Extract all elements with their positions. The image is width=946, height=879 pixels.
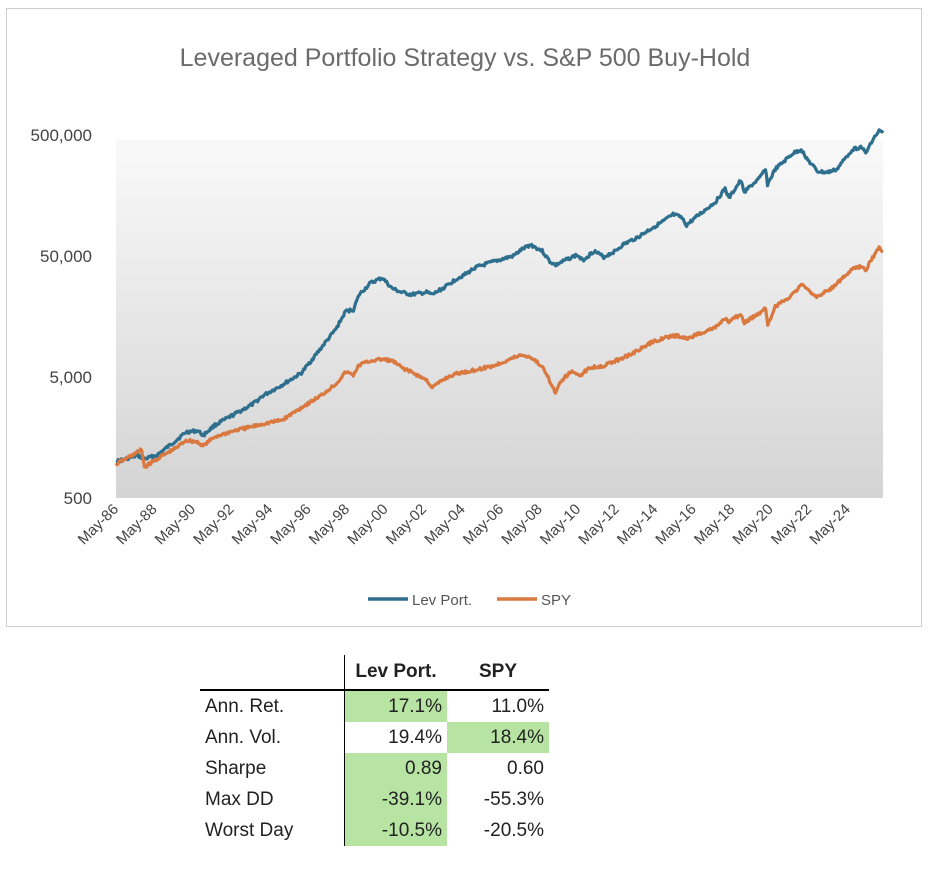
x-tick-label: May-88 bbox=[113, 501, 160, 548]
y-tick-label: 500 bbox=[64, 489, 92, 508]
cell-lev-port: 19.4% bbox=[344, 722, 447, 753]
y-tick-label: 5,000 bbox=[49, 368, 92, 387]
table-row: Worst Day -10.5% -20.5% bbox=[200, 815, 549, 846]
table-header-empty bbox=[200, 655, 345, 690]
row-label: Sharpe bbox=[205, 757, 267, 779]
x-tick-label: May-18 bbox=[691, 501, 738, 548]
cell-lev-port: 0.89 bbox=[344, 753, 447, 784]
x-tick-label: May-96 bbox=[267, 501, 314, 548]
table-header-spy: SPY bbox=[478, 661, 518, 682]
stats-table: Lev Port. SPY Ann. Ret. 17.1% 11.0% Ann. Vo… bbox=[200, 655, 549, 846]
table-row: Sharpe 0.89 0.60 bbox=[200, 753, 549, 784]
cell-lev-port: 17.1% bbox=[344, 690, 447, 722]
table-row: Ann. Vol. 19.4% 18.4% bbox=[200, 722, 549, 753]
x-tick-label: May-06 bbox=[460, 501, 507, 548]
legend: Lev Port. SPY bbox=[368, 592, 571, 609]
series-layer bbox=[114, 128, 885, 469]
series-line-spy bbox=[114, 245, 884, 469]
x-tick-label: May-20 bbox=[729, 501, 776, 548]
table-row: Max DD -39.1% -55.3% bbox=[200, 784, 549, 815]
y-axis: 500 5,000 50,000 500,000 bbox=[31, 126, 92, 508]
x-tick-label: May-90 bbox=[152, 501, 199, 548]
cell-lev-port: -10.5% bbox=[344, 815, 447, 846]
x-tick-label: May-10 bbox=[537, 501, 584, 548]
x-tick-label: May-98 bbox=[306, 501, 353, 548]
cell-lev-port: -39.1% bbox=[344, 784, 447, 815]
x-tick-label: May-92 bbox=[190, 501, 237, 548]
x-tick-label: May-02 bbox=[383, 501, 430, 548]
legend-label: Lev Port. bbox=[412, 592, 472, 609]
x-tick-label: May-12 bbox=[575, 501, 622, 548]
x-axis: May-86May-88May-90May-92May-94May-96May-… bbox=[75, 501, 854, 548]
row-label: Max DD bbox=[205, 788, 274, 810]
chart-title: Leveraged Portfolio Strategy vs. S&P 500… bbox=[180, 44, 751, 72]
plot-area bbox=[116, 140, 883, 498]
x-tick-label: May-00 bbox=[344, 501, 391, 548]
y-tick-label: 500,000 bbox=[31, 126, 92, 145]
x-tick-label: May-94 bbox=[229, 501, 276, 548]
row-label: Ann. Vol. bbox=[205, 726, 282, 748]
cell-spy: -55.3% bbox=[483, 788, 544, 810]
x-tick-label: May-22 bbox=[768, 501, 815, 548]
x-tick-label: May-14 bbox=[614, 501, 661, 548]
x-tick-label: May-24 bbox=[806, 501, 853, 548]
y-tick-label: 50,000 bbox=[40, 247, 92, 266]
cell-spy: 18.4% bbox=[447, 722, 549, 753]
table-row: Ann. Ret. 17.1% 11.0% bbox=[200, 690, 549, 722]
x-tick-label: May-04 bbox=[421, 501, 468, 548]
row-label: Ann. Ret. bbox=[205, 695, 285, 717]
chart: Leveraged Portfolio Strategy vs. S&P 500… bbox=[31, 44, 885, 609]
legend-label: SPY bbox=[541, 592, 571, 609]
table-header-row: Lev Port. SPY bbox=[200, 655, 549, 690]
table-header-lev: Lev Port. bbox=[344, 655, 447, 690]
cell-spy: 0.60 bbox=[507, 757, 544, 779]
x-tick-label: May-08 bbox=[498, 501, 545, 548]
cell-spy: -20.5% bbox=[483, 819, 544, 841]
x-tick-label: May-16 bbox=[652, 501, 699, 548]
series-line-lev-port bbox=[115, 128, 885, 465]
cell-spy: 11.0% bbox=[491, 695, 544, 717]
row-label: Worst Day bbox=[205, 819, 294, 841]
